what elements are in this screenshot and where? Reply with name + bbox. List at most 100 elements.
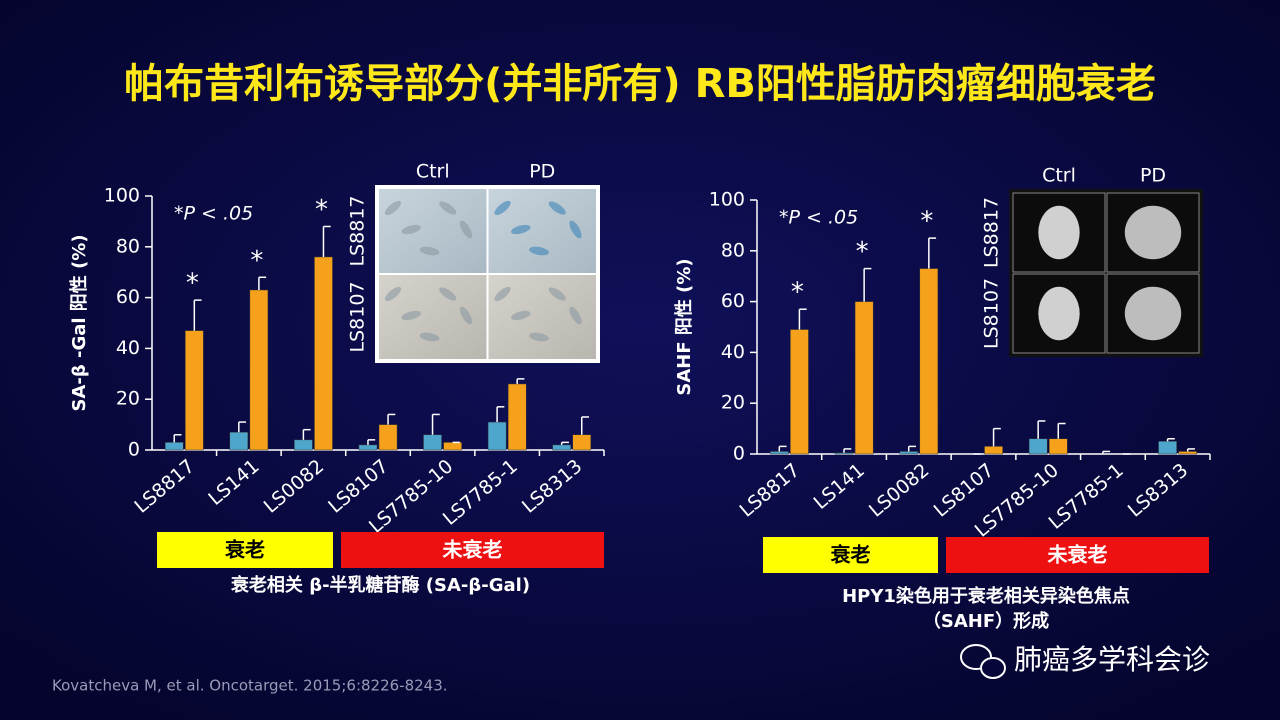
bar [1158, 441, 1177, 455]
error-bar [258, 276, 267, 290]
y-tick-label: 60 [116, 286, 140, 308]
y-tick-label: 20 [116, 388, 140, 410]
inset-column-label: PD [529, 161, 555, 183]
watermark: 肺癌多学科会诊 [1014, 643, 1210, 676]
y-tick-label: 80 [721, 239, 745, 261]
error-bar [778, 445, 787, 452]
error-bar [1057, 422, 1066, 439]
cell [529, 246, 549, 256]
chart-caption: 衰老相关 β-半乳糖苷酶 (SA-β-Gal) [230, 574, 530, 596]
bar [854, 301, 874, 455]
error-bar [798, 308, 807, 330]
bar [423, 434, 442, 451]
error-bar [193, 299, 202, 331]
cell [548, 201, 566, 215]
significance-marker: * [315, 195, 328, 225]
error-bar [928, 237, 937, 269]
y-tick-label: 60 [721, 290, 745, 312]
bar [899, 451, 919, 455]
y-tick-label: 100 [709, 189, 745, 211]
group-label: 未衰老 [443, 538, 503, 562]
bar [358, 444, 378, 451]
group-band [946, 537, 1209, 573]
inset-column-label: PD [1140, 165, 1166, 187]
y-tick-label: 20 [721, 392, 745, 414]
cell [511, 224, 531, 235]
bar [294, 439, 313, 451]
inset-column-label: Ctrl [416, 161, 450, 183]
error-bar [431, 413, 440, 435]
error-bar [1102, 450, 1111, 454]
cell [494, 200, 511, 216]
cell [548, 287, 566, 301]
error-bar [863, 267, 872, 302]
error-bar [1037, 420, 1046, 439]
cell [384, 286, 402, 302]
bar [378, 424, 398, 451]
error-bar [387, 413, 396, 425]
group-band [157, 532, 333, 568]
cell [529, 332, 549, 342]
bar [487, 421, 507, 451]
cell [419, 332, 440, 342]
inset-column-label: Ctrl [1042, 165, 1076, 187]
chart-caption: HPY1染色用于衰老相关异染色焦点 [842, 585, 1130, 607]
bar [919, 268, 939, 455]
cell [384, 200, 402, 216]
y-tick-label: 80 [116, 235, 140, 257]
bar [552, 444, 571, 451]
bar [229, 431, 249, 451]
group-label: 未衰老 [1048, 543, 1108, 567]
inset-row-label: LS8817 [981, 197, 1003, 268]
group-label: 衰老 [224, 538, 265, 562]
y-tick-label: 100 [104, 185, 140, 207]
error-bar [581, 416, 589, 435]
error-bar [302, 428, 311, 440]
error-bar [496, 406, 505, 423]
cell [459, 220, 473, 239]
bar [507, 383, 527, 451]
cell [494, 286, 511, 302]
nucleus [1038, 205, 1080, 260]
citation: Kovatcheva M, et al. Oncotarget. 2015;6:… [52, 677, 448, 695]
bar [164, 442, 184, 451]
cell [401, 310, 421, 321]
cell [511, 310, 531, 321]
significance-marker: * [920, 207, 933, 237]
bar [185, 330, 204, 451]
bar [834, 452, 854, 455]
y-tick-label: 40 [116, 337, 140, 359]
bar [443, 442, 462, 451]
bar [249, 289, 269, 451]
error-bar [843, 448, 852, 453]
cell [401, 224, 421, 235]
bar [572, 434, 592, 451]
cell [419, 246, 440, 256]
error-bar [516, 378, 525, 384]
bar [314, 256, 333, 451]
cell [569, 306, 582, 325]
inset-row-label: LS8107 [347, 282, 369, 353]
group-band [341, 532, 604, 568]
annotation: *P < .05 [174, 203, 253, 225]
error-bar [560, 441, 569, 445]
significance-marker: * [791, 278, 804, 308]
wechat-icon [960, 644, 1006, 679]
error-bar [992, 427, 1001, 447]
inset-row-label: LS8817 [347, 196, 369, 267]
cell [569, 220, 582, 239]
nucleus [1124, 286, 1182, 341]
bar [1028, 438, 1048, 455]
bar [790, 329, 809, 455]
error-bar [367, 439, 376, 445]
error-bar [1186, 448, 1195, 452]
nucleus [1124, 205, 1182, 260]
inset-row-label: LS8107 [981, 278, 1003, 349]
cell [459, 306, 473, 325]
error-bar [907, 445, 916, 452]
significance-marker: * [186, 269, 199, 299]
group-band [763, 537, 938, 573]
cell [439, 287, 457, 301]
